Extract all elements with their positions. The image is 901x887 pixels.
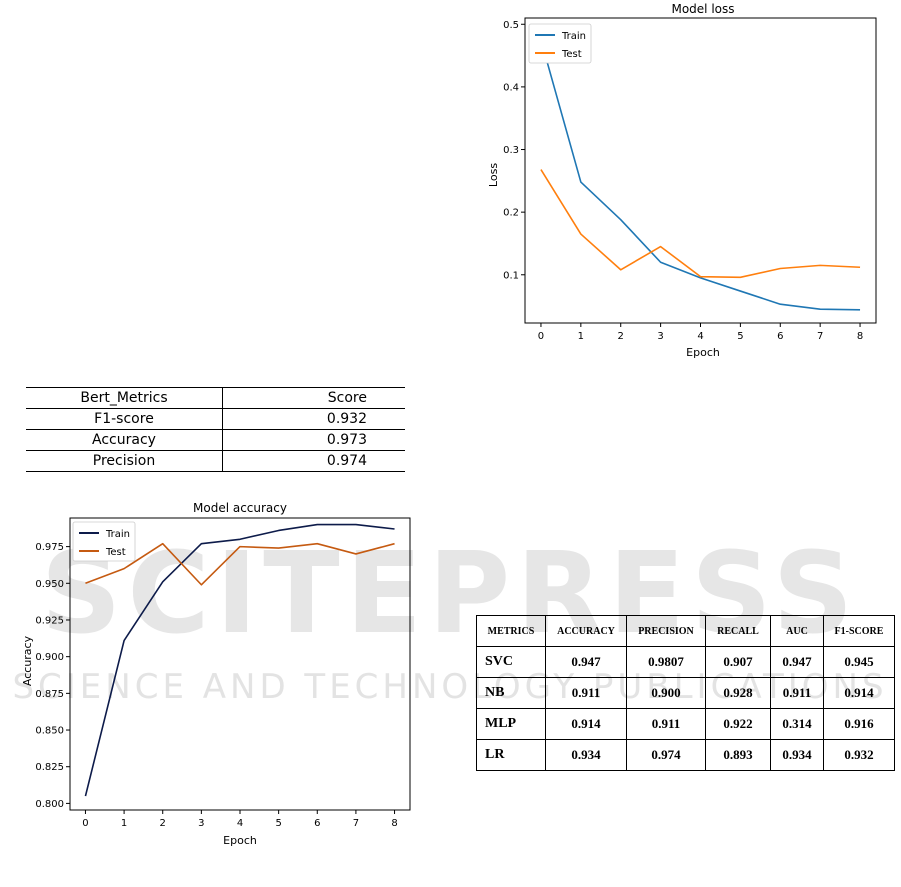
- accuracy-xtick-label: 2: [160, 818, 166, 829]
- ml-header-accuracy: ACCURACY: [545, 615, 627, 647]
- ml-cell: 0.9807: [626, 646, 706, 678]
- accuracy-xtick-label: 3: [198, 818, 204, 829]
- loss-xtick-label: 7: [817, 331, 823, 342]
- accuracy-ytick-label: 0.975: [35, 542, 64, 553]
- accuracy-ytick-label: 0.850: [35, 726, 64, 737]
- ml-header-metrics: METRICS: [476, 615, 546, 647]
- bert-metric-score: 0.974: [222, 450, 405, 472]
- model-loss-chart: Model loss Loss Epoch 0.1 0.2 0.3 0.4 0.5 0 1…: [487, 2, 877, 359]
- ml-cell: 0.928: [705, 677, 771, 709]
- ml-model-name: LR: [476, 739, 546, 771]
- bert-metric-name: F1-score: [26, 408, 223, 430]
- bert-metric-score: 0.973: [222, 429, 405, 451]
- loss-ytick-label: 0.3: [503, 145, 519, 156]
- bert-metric-name: Precision: [26, 450, 223, 472]
- bert-metric-name: Accuracy: [26, 429, 223, 451]
- accuracy-series-train-line: [84, 523, 395, 797]
- loss-xtick-label: 2: [618, 331, 624, 342]
- accuracy-xtick-label: 5: [275, 818, 281, 829]
- ml-cell: 0.914: [545, 708, 627, 740]
- table-row: NB 0.911 0.900 0.928 0.911 0.914: [476, 677, 895, 709]
- accuracy-ytick-label: 0.950: [35, 579, 64, 590]
- ml-model-name: MLP: [476, 708, 546, 740]
- table-row: Accuracy 0.973: [26, 429, 405, 451]
- accuracy-legend: Train Test: [72, 521, 136, 562]
- loss-xtick-label: 4: [697, 331, 703, 342]
- ml-header-f1: F1-SCORE: [823, 615, 895, 647]
- ml-cell: 0.934: [770, 739, 824, 771]
- ml-model-name: NB: [476, 677, 546, 709]
- ml-header-auc: AUC: [770, 615, 824, 647]
- accuracy-xlabel: Epoch: [223, 834, 257, 847]
- ml-cell: 0.911: [626, 708, 706, 740]
- ml-cell: 0.907: [705, 646, 771, 678]
- loss-legend-test: Test: [561, 49, 582, 60]
- ml-cell: 0.914: [823, 677, 895, 709]
- accuracy-xtick-label: 0: [82, 818, 88, 829]
- accuracy-ytick-label: 0.900: [35, 652, 64, 663]
- ml-cell: 0.945: [823, 646, 895, 678]
- loss-ylabel: Loss: [487, 163, 500, 187]
- accuracy-ylabel: Accuracy: [21, 635, 34, 686]
- loss-ytick-label: 0.5: [503, 20, 519, 31]
- table-row: Precision 0.974: [26, 450, 405, 472]
- accuracy-xtick-label: 4: [237, 818, 243, 829]
- loss-xtick-label: 1: [578, 331, 584, 342]
- accuracy-ytick-label: 0.800: [35, 799, 64, 810]
- bert-header-score: Score: [222, 387, 405, 409]
- ml-cell: 0.314: [770, 708, 824, 740]
- ml-cell: 0.932: [823, 739, 895, 771]
- table-row: F1-score 0.932: [26, 408, 405, 430]
- ml-cell: 0.911: [545, 677, 627, 709]
- loss-xtick-label: 5: [737, 331, 743, 342]
- table-row: SVC 0.947 0.9807 0.907 0.947 0.945: [476, 646, 895, 678]
- table-row: LR 0.934 0.974 0.893 0.934 0.932: [476, 739, 895, 771]
- ml-cell: 0.922: [705, 708, 771, 740]
- loss-series-train-line: [540, 39, 861, 311]
- accuracy-plot-frame: [69, 517, 411, 811]
- ml-cell: 0.916: [823, 708, 895, 740]
- loss-xlabel: Epoch: [686, 346, 720, 359]
- ml-cell: 0.893: [705, 739, 771, 771]
- loss-ytick-label: 0.2: [503, 208, 519, 219]
- accuracy-xtick-label: 8: [391, 818, 397, 829]
- table-row: MLP 0.914 0.911 0.922 0.314 0.916: [476, 708, 895, 740]
- accuracy-legend-train: Train: [105, 529, 130, 540]
- loss-chart-title: Model loss: [671, 2, 734, 16]
- accuracy-chart-title: Model accuracy: [193, 501, 287, 515]
- bert-metrics-table: Bert_Metrics Score F1-score 0.932 Accura…: [26, 387, 405, 472]
- accuracy-ytick-label: 0.925: [35, 615, 64, 626]
- classifier-metrics-table: METRICS ACCURACY PRECISION RECALL AUC F1…: [476, 615, 895, 771]
- loss-ytick-label: 0.1: [503, 270, 519, 281]
- ml-cell: 0.947: [545, 646, 627, 678]
- ml-cell: 0.911: [770, 677, 824, 709]
- bert-table-header-row: Bert_Metrics Score: [26, 387, 405, 409]
- ml-cell: 0.934: [545, 739, 627, 771]
- accuracy-xtick-label: 6: [314, 818, 320, 829]
- ml-cell: 0.974: [626, 739, 706, 771]
- loss-xtick-label: 8: [857, 331, 863, 342]
- accuracy-ytick-label: 0.825: [35, 762, 64, 773]
- loss-xtick-label: 6: [777, 331, 783, 342]
- loss-xtick-label: 3: [657, 331, 663, 342]
- model-accuracy-chart: Model accuracy Accuracy Epoch 0.800 0.825…: [21, 501, 411, 847]
- accuracy-series-test-line: [85, 542, 395, 586]
- ml-model-name: SVC: [476, 646, 546, 678]
- loss-ytick-label: 0.4: [503, 82, 519, 93]
- ml-cell: 0.900: [626, 677, 706, 709]
- bert-metric-score: 0.932: [222, 408, 405, 430]
- accuracy-legend-test: Test: [105, 547, 126, 558]
- ml-header-precision: PRECISION: [626, 615, 706, 647]
- loss-legend: Train Test: [528, 23, 592, 64]
- accuracy-xtick-label: 7: [353, 818, 359, 829]
- accuracy-ytick-label: 0.875: [35, 689, 64, 700]
- ml-header-recall: RECALL: [705, 615, 771, 647]
- ml-cell: 0.947: [770, 646, 824, 678]
- loss-legend-train: Train: [561, 31, 586, 42]
- accuracy-xtick-label: 1: [121, 818, 127, 829]
- loss-series-test-line: [540, 169, 861, 279]
- ml-table-header-row: METRICS ACCURACY PRECISION RECALL AUC F1…: [476, 615, 895, 647]
- bert-header-metric: Bert_Metrics: [26, 387, 223, 409]
- loss-xtick-label: 0: [538, 331, 544, 342]
